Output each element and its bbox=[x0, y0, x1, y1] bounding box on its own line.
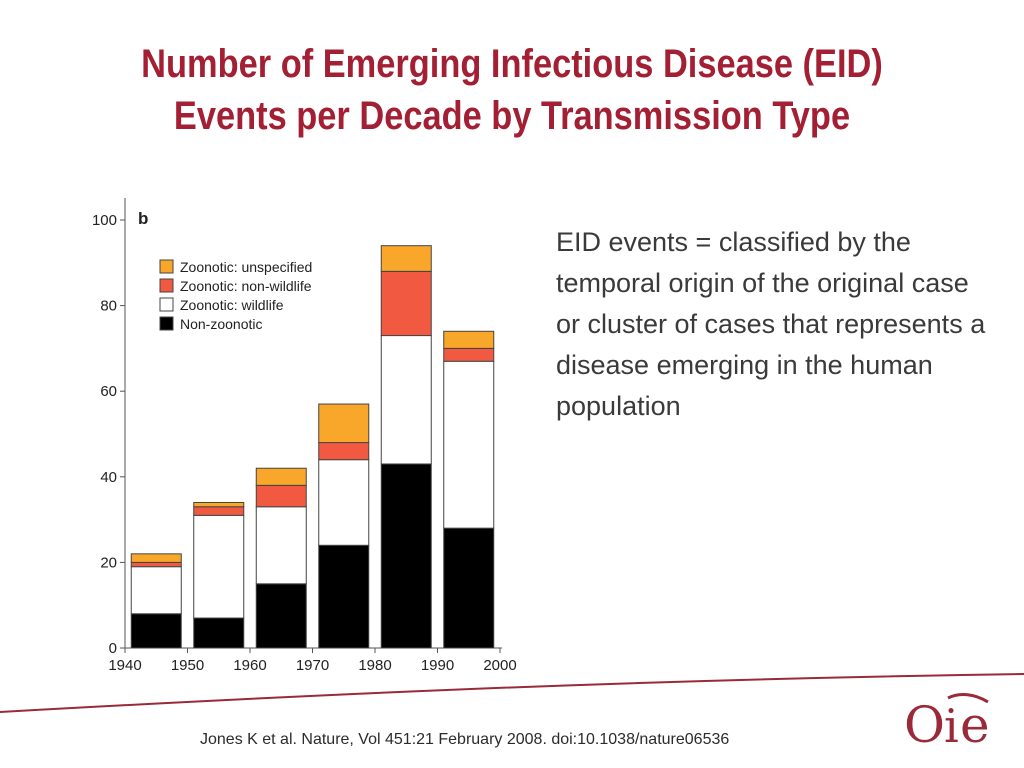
bar-segment bbox=[193, 501, 245, 508]
svg-text:O: O bbox=[904, 696, 945, 754]
svg-text:i: i bbox=[944, 699, 959, 753]
title-line-2: Events per Decade by Transmission Type bbox=[173, 94, 851, 138]
bar-segment bbox=[318, 442, 370, 461]
bar-segment bbox=[318, 459, 370, 546]
bar-segment bbox=[380, 270, 432, 337]
legend-label: Non-zoonotic bbox=[180, 316, 263, 332]
side-description: EID events = classified by the temporal … bbox=[556, 227, 986, 421]
bar-segment bbox=[380, 335, 432, 465]
y-tick-label: 40 bbox=[100, 469, 117, 486]
bar-segment bbox=[193, 617, 245, 649]
x-tick-label: 2000 bbox=[483, 657, 516, 674]
bar-segment bbox=[443, 330, 495, 349]
title-line-1: Number of Emerging Infectious Disease (E… bbox=[141, 42, 883, 86]
oie-logo: O i e bbox=[900, 690, 1018, 760]
legend-label: Zoonotic: non-wildlife bbox=[180, 278, 312, 294]
bar-segment bbox=[255, 506, 307, 585]
bar-segment bbox=[443, 360, 495, 529]
bar-segment bbox=[193, 514, 245, 619]
legend-swatch bbox=[159, 297, 174, 312]
y-tick-label: 60 bbox=[100, 383, 117, 400]
slide-title: Number of Emerging Infectious Disease (E… bbox=[89, 38, 935, 142]
bar-segment bbox=[255, 484, 307, 508]
x-tick-label: 1990 bbox=[421, 657, 454, 674]
bar-segment bbox=[443, 527, 495, 649]
stacked-bar-chart: 0 20 40 60 80 100 1940 1950 1960 1970 1980 1990 2000… bbox=[92, 198, 517, 674]
bar-segment bbox=[255, 583, 307, 649]
bar-segment bbox=[130, 613, 182, 649]
svg-text:e: e bbox=[960, 696, 990, 754]
legend-label: Zoonotic: unspecified bbox=[180, 259, 312, 275]
x-tick-label: 1950 bbox=[171, 657, 204, 674]
bar-segment bbox=[130, 566, 182, 615]
bar-segment bbox=[255, 467, 307, 486]
x-tick-label: 1970 bbox=[296, 657, 329, 674]
bar-segment bbox=[380, 463, 432, 649]
panel-label: b bbox=[138, 209, 148, 228]
y-tick-label: 20 bbox=[100, 554, 117, 571]
bar-segment bbox=[318, 403, 370, 444]
legend-label: Zoonotic: wildlife bbox=[180, 297, 284, 313]
bar-segment bbox=[443, 347, 495, 362]
citation: Jones K et al. Nature, Vol 451:21 Februa… bbox=[200, 731, 730, 748]
bar-segment bbox=[130, 561, 182, 568]
legend-swatch bbox=[159, 316, 174, 331]
bar-segment bbox=[318, 544, 370, 649]
bar-segment bbox=[130, 553, 182, 563]
y-tick-label: 0 bbox=[109, 640, 117, 657]
x-tick-label: 1960 bbox=[233, 657, 266, 674]
bar-segment bbox=[193, 506, 245, 516]
y-tick-label: 80 bbox=[100, 298, 117, 315]
legend-swatch bbox=[159, 278, 174, 293]
oie-logo-mark: O i e bbox=[904, 693, 990, 754]
bar-segment bbox=[380, 245, 432, 272]
x-tick-label: 1980 bbox=[358, 657, 391, 674]
footer-divider-curve bbox=[0, 673, 1024, 713]
y-tick-label: 100 bbox=[92, 212, 117, 229]
legend-swatch bbox=[159, 259, 174, 274]
x-tick-label: 1940 bbox=[108, 657, 141, 674]
